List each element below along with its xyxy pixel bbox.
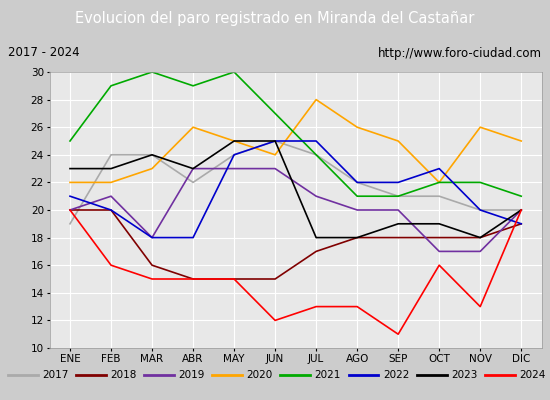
Text: 2018: 2018 xyxy=(111,370,137,380)
Text: http://www.foro-ciudad.com: http://www.foro-ciudad.com xyxy=(378,46,542,60)
Text: 2022: 2022 xyxy=(383,370,409,380)
Text: 2020: 2020 xyxy=(247,370,273,380)
Text: 2021: 2021 xyxy=(315,370,341,380)
Text: 2019: 2019 xyxy=(179,370,205,380)
Text: 2023: 2023 xyxy=(451,370,477,380)
Text: Evolucion del paro registrado en Miranda del Castañar: Evolucion del paro registrado en Miranda… xyxy=(75,12,475,26)
Text: 2024: 2024 xyxy=(519,370,545,380)
Text: 2017: 2017 xyxy=(42,370,69,380)
Text: 2017 - 2024: 2017 - 2024 xyxy=(8,46,80,60)
